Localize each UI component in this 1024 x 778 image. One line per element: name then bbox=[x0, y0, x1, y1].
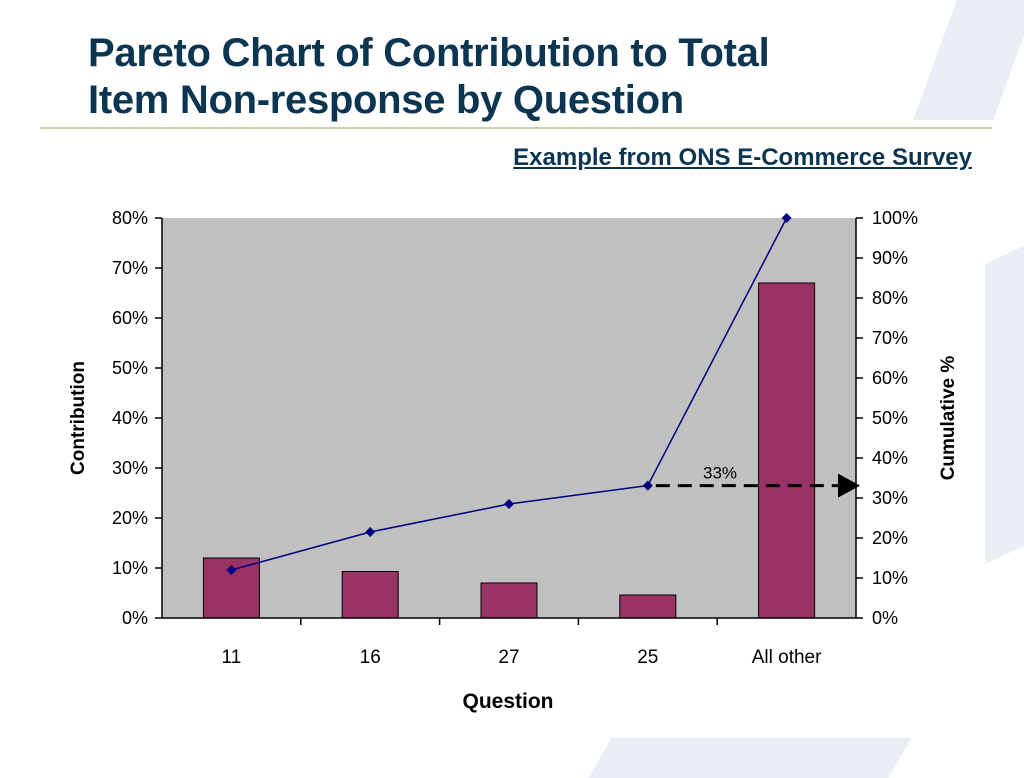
y2-tick-label: 100% bbox=[872, 208, 918, 228]
x-tick-label: 25 bbox=[637, 647, 658, 668]
bar-27 bbox=[480, 582, 538, 619]
y2-tick-label: 50% bbox=[872, 408, 908, 428]
plot-area bbox=[162, 218, 856, 618]
y2-tick-label: 90% bbox=[872, 248, 908, 268]
cumulative-marker bbox=[781, 213, 792, 223]
y-tick-label: 10% bbox=[112, 558, 148, 578]
bar-all-other bbox=[758, 282, 816, 619]
chart-source-subtitle: Example from ONS E-Commerce Survey bbox=[513, 144, 972, 171]
y-tick-label: 80% bbox=[112, 208, 148, 228]
y-tick-label: 70% bbox=[112, 258, 148, 278]
x-tick-label: 27 bbox=[498, 647, 519, 668]
y-tick-label: 50% bbox=[112, 358, 148, 378]
cumulative-marker bbox=[226, 565, 237, 575]
y2-tick-label: 0% bbox=[872, 608, 898, 628]
y-tick-label: 0% bbox=[122, 608, 148, 628]
bar-25 bbox=[619, 594, 677, 619]
cumulative-marker bbox=[365, 527, 376, 537]
y-tick-label: 20% bbox=[112, 508, 148, 528]
x-axis-label: Question bbox=[462, 690, 553, 713]
cumulative-marker bbox=[504, 499, 514, 509]
title-line-2: Item Non-response by Question bbox=[88, 78, 684, 122]
y2-axis-label: Cumulative % bbox=[938, 356, 959, 481]
y-tick-label: 30% bbox=[112, 458, 148, 478]
annotation-label: 33% bbox=[703, 464, 737, 483]
y2-tick-label: 20% bbox=[872, 528, 908, 548]
y-tick-label: 60% bbox=[112, 308, 148, 328]
y2-tick-label: 70% bbox=[872, 328, 908, 348]
page-title: Pareto Chart of Contribution to Total It… bbox=[88, 30, 968, 124]
x-tick-label: 16 bbox=[360, 647, 381, 668]
y-axis-label: Contribution bbox=[68, 361, 89, 475]
bar-16 bbox=[341, 571, 399, 619]
x-tick-label: All other bbox=[752, 647, 822, 668]
y-tick-label: 40% bbox=[112, 408, 148, 428]
title-divider bbox=[40, 127, 992, 129]
y2-tick-label: 60% bbox=[872, 368, 908, 388]
x-tick-label: 11 bbox=[222, 647, 242, 668]
y2-tick-label: 30% bbox=[872, 488, 908, 508]
y2-tick-label: 80% bbox=[872, 288, 908, 308]
y2-tick-label: 10% bbox=[872, 568, 908, 588]
y2-tick-label: 40% bbox=[872, 448, 908, 468]
title-line-1: Pareto Chart of Contribution to Total bbox=[88, 31, 770, 75]
annotation-arrowhead bbox=[838, 473, 860, 498]
cumulative-marker bbox=[642, 480, 653, 491]
